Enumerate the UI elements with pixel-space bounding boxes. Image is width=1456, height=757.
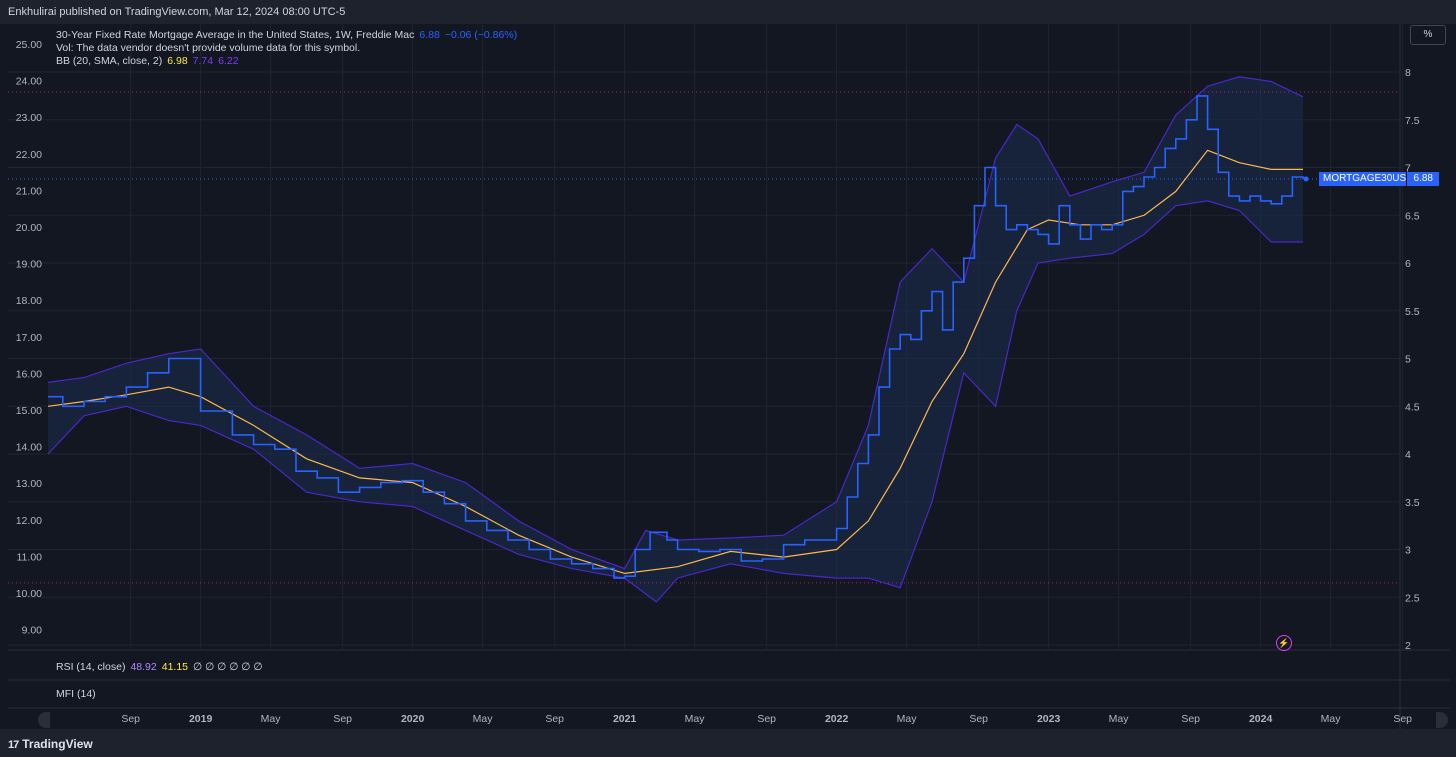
x-axis-tick: Sep <box>969 713 988 725</box>
right-axis-tick: 6 <box>1405 258 1411 270</box>
x-axis-tick: Sep <box>757 713 776 725</box>
left-axis-tick: 20.00 <box>16 222 42 234</box>
right-axis-tick: 7 <box>1405 163 1411 175</box>
rsi-na-values: ∅ ∅ ∅ ∅ ∅ ∅ <box>193 661 263 673</box>
legend-bb-row[interactable]: BB (20, SMA, close, 2) 6.98 7.74 6.22 <box>56 55 239 67</box>
legend-change: −0.06 (−0.86%) <box>444 29 518 41</box>
scroll-right-handle[interactable] <box>1436 712 1448 728</box>
bb-lower-line <box>47 200 1303 603</box>
left-axis-tick: 17.00 <box>16 332 42 344</box>
tradingview-logo[interactable]: 17 TradingView <box>8 737 93 751</box>
rsi-pane-legend[interactable]: RSI (14, close) 48.92 41.15 ∅ ∅ ∅ ∅ ∅ ∅ <box>56 661 262 673</box>
right-axis-tick: 4.5 <box>1405 401 1420 413</box>
left-axis-tick: 14.00 <box>16 442 42 454</box>
x-axis-tick: 2021 <box>613 713 637 725</box>
x-axis-tick: 2020 <box>401 713 425 725</box>
percent-scale-button[interactable]: % <box>1410 25 1446 45</box>
left-axis-tick: 9.00 <box>22 625 43 637</box>
price-step-line <box>48 95 1304 579</box>
right-axis-tick: 7.5 <box>1405 115 1420 127</box>
bb-upper-line <box>47 76 1304 570</box>
rsi-value-1: 48.92 <box>130 661 157 673</box>
rsi-label: RSI (14, close) <box>56 661 126 673</box>
right-axis-tick: 2 <box>1405 640 1411 652</box>
legend-last: 6.88 <box>419 29 440 41</box>
left-axis-tick: 12.00 <box>16 515 42 527</box>
x-axis-tick: Sep <box>545 713 564 725</box>
x-axis-tick: May <box>685 713 706 725</box>
bb-band-fill <box>48 76 1303 603</box>
x-axis-tick: Sep <box>1393 713 1412 725</box>
legend-vol-row: Vol: The data vendor doesn't provide vol… <box>56 42 360 54</box>
left-axis-tick: 18.00 <box>16 295 42 307</box>
x-axis-tick: May <box>1109 713 1130 725</box>
last-price-tag: MORTGAGE30US 6.88 <box>1319 172 1439 186</box>
left-axis-tick: 16.00 <box>16 368 42 380</box>
left-axis-tick: 25.00 <box>16 39 42 51</box>
x-axis-tick: 2022 <box>825 713 849 725</box>
left-axis-tick: 21.00 <box>16 185 42 197</box>
chart-frame[interactable]: 8 7.5 7 6.5 6 5.5 5 4.5 4 3.5 3 2.5 2 25.00 24.00 23.00… <box>8 24 1450 729</box>
right-axis-tick: 6.5 <box>1405 210 1420 222</box>
x-axis-tick: 2019 <box>189 713 213 725</box>
legend-vol-note: Vol: The data vendor doesn't provide vol… <box>56 42 361 54</box>
legend-title-row: 30-Year Fixed Rate Mortgage Average in t… <box>56 29 517 41</box>
x-axis-tick: 2024 <box>1249 713 1273 725</box>
x-axis-tick: May <box>897 713 918 725</box>
left-axis-tick: 23.00 <box>16 112 42 124</box>
bb-lower-value: 6.22 <box>218 55 239 67</box>
left-axis-tick: 10.00 <box>16 588 42 600</box>
bb-basis-line <box>47 149 1303 575</box>
left-axis-tick: 13.00 <box>16 478 42 490</box>
right-axis-tick: 3 <box>1405 545 1411 557</box>
x-axis-tick: May <box>473 713 494 725</box>
publish-text: Enkhulirai published on TradingView.com,… <box>8 6 346 18</box>
price-tag-divider <box>1406 172 1407 186</box>
right-axis-tick: 8 <box>1405 67 1411 79</box>
right-axis-tick: 5 <box>1405 354 1411 366</box>
x-axis-tick: Sep <box>333 713 352 725</box>
left-axis-tick: 11.00 <box>17 551 43 563</box>
tv-logo-mark: 17 <box>8 739 19 751</box>
scroll-left-handle[interactable] <box>38 712 50 728</box>
x-axis-tick: Sep <box>121 713 140 725</box>
mfi-label: MFI (14) <box>56 688 96 700</box>
right-axis-tick: 5.5 <box>1405 306 1420 318</box>
publish-header: Enkhulirai published on TradingView.com,… <box>0 0 1456 24</box>
legend-title: 30-Year Fixed Rate Mortgage Average in t… <box>56 29 415 41</box>
lightning-icon[interactable]: ⚡ <box>1276 635 1292 651</box>
left-axis-tick: 15.00 <box>16 405 42 417</box>
x-axis-tick: Sep <box>1181 713 1200 725</box>
right-axis-tick: 4 <box>1405 449 1411 461</box>
left-axis-tick: 24.00 <box>16 76 42 88</box>
left-axis-tick: 19.00 <box>16 259 42 271</box>
x-axis-tick: May <box>1321 713 1342 725</box>
mfi-pane-legend[interactable]: MFI (14) <box>56 688 96 700</box>
price-tag-symbol: MORTGAGE30US <box>1323 173 1407 184</box>
chart-canvas[interactable]: 8 7.5 7 6.5 6 5.5 5 4.5 4 3.5 3 2.5 2 25.00 24.00 23.00… <box>8 24 1450 729</box>
bb-basis-value: 6.98 <box>167 55 188 67</box>
last-price-dot <box>1303 176 1309 182</box>
bb-label: BB (20, SMA, close, 2) <box>56 55 163 67</box>
price-tag-value: 6.88 <box>1413 173 1433 184</box>
bb-upper-value: 7.74 <box>192 55 214 67</box>
x-axis-tick: May <box>261 713 282 725</box>
left-axis-tick: 22.00 <box>16 149 42 161</box>
right-axis-tick: 2.5 <box>1405 592 1420 604</box>
right-axis-tick: 3.5 <box>1405 497 1420 509</box>
rsi-value-2: 41.15 <box>161 661 189 673</box>
footer-bar: 17 TradingView <box>0 729 1456 757</box>
x-axis-tick: 2023 <box>1037 713 1061 725</box>
tv-brand: TradingView <box>22 737 93 751</box>
